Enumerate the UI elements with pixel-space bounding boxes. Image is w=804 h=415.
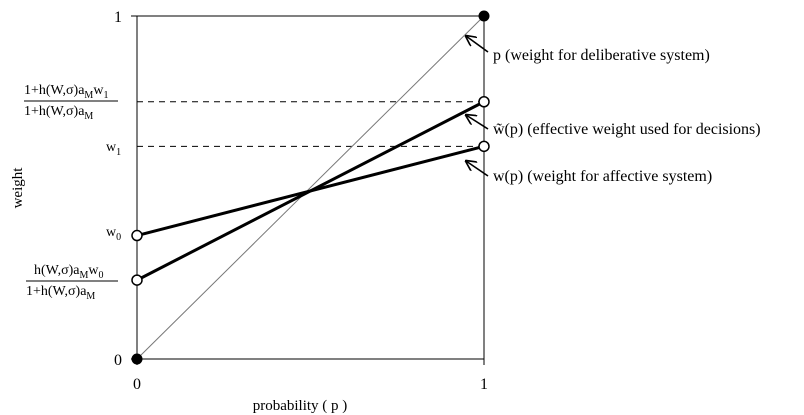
y-tick-label-w0: w0 (106, 225, 121, 243)
fraction-low-numerator: h(W,σ)aMw0 (34, 263, 104, 281)
series-point-w-1 (478, 140, 490, 153)
x-axis-label: probability ( p ) (253, 398, 348, 414)
fraction-low-denominator: 1+h(W,σ)aM (26, 284, 95, 302)
x-tick-label-0: 0 (133, 376, 141, 393)
series-point-p-0 (131, 353, 143, 365)
x-tick-label-1: 1 (480, 376, 488, 393)
annotation-arrow-w (466, 161, 489, 177)
annotation-arrows (466, 36, 489, 177)
y-tick-label-fraction-high: 1+h(W,σ)aMw1 1+h(W,σ)aM (24, 83, 118, 122)
y-tick-label-fraction-low: h(W,σ)aMw0 1+h(W,σ)aM (26, 263, 118, 302)
annotation-arrow-w-tilde (466, 115, 489, 130)
annotation-w-tilde: w̃(p) (effective weight used for decisio… (493, 121, 761, 138)
y-axis-label: weight (10, 167, 26, 209)
series-line-p (136, 15, 485, 360)
y-tick-label-bottom: 0 (114, 352, 122, 369)
plot-frame (136, 15, 485, 360)
y-tick-label-w1: w1 (106, 140, 121, 158)
series-point-w-tilde-0 (131, 274, 143, 286)
series-layer (131, 10, 490, 365)
series-point-w-tilde-1 (478, 96, 490, 108)
annotation-w: w(p) (weight for affective system) (493, 168, 712, 185)
reference-lines (137, 101, 484, 147)
series-point-w-0 (131, 229, 143, 242)
series-point-p-1 (478, 10, 490, 22)
annotation-p: p (weight for deliberative system) (493, 47, 710, 64)
annotation-arrow-p (466, 36, 489, 53)
fraction-high-numerator: 1+h(W,σ)aMw1 (24, 83, 108, 101)
fraction-high-denominator: 1+h(W,σ)aM (24, 104, 93, 122)
y-tick-label-top: 1 (114, 9, 122, 26)
series-line-w (136, 144, 485, 237)
